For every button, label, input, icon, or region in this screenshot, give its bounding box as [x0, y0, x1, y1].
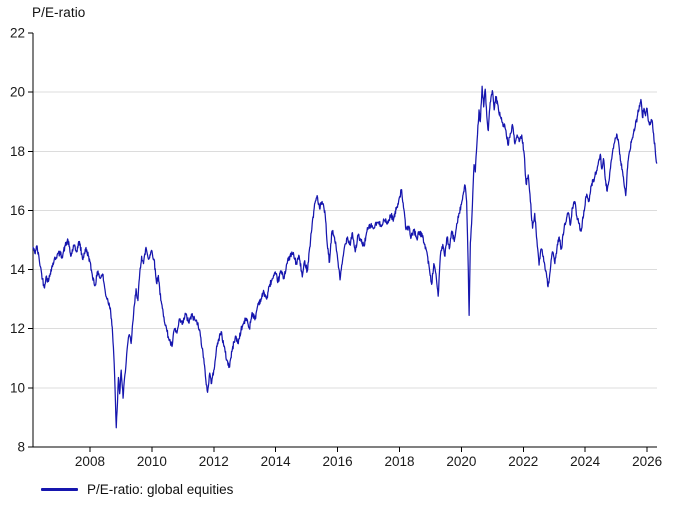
y-tick-label: 10	[10, 380, 25, 395]
x-tick-label: 2022	[508, 454, 538, 469]
y-tick-label: 20	[10, 85, 25, 100]
x-tick-label: 2012	[199, 454, 229, 469]
series-line-swatch	[41, 488, 78, 491]
y-tick-label: 12	[10, 321, 25, 336]
legend: P/E-ratio: global equities	[41, 482, 233, 497]
y-tick-label: 18	[10, 144, 25, 159]
x-tick-label: 2024	[570, 454, 601, 469]
x-tick-label: 2016	[323, 454, 353, 469]
x-tick-label: 2014	[261, 454, 292, 469]
x-tick-label: 2018	[384, 454, 414, 469]
y-tick-label: 22	[10, 26, 25, 41]
chart-title: P/E-ratio	[32, 5, 86, 20]
y-tick-label: 14	[10, 262, 26, 277]
x-tick-label: 2026	[632, 454, 662, 469]
x-tick-label: 2008	[75, 454, 105, 469]
x-tick-label: 2010	[137, 454, 167, 469]
y-tick-label: 8	[17, 440, 25, 455]
x-tick-label: 2020	[446, 454, 476, 469]
y-tick-label: 16	[10, 203, 25, 218]
legend-label: P/E-ratio: global equities	[87, 482, 234, 497]
series-line	[32, 85, 658, 429]
